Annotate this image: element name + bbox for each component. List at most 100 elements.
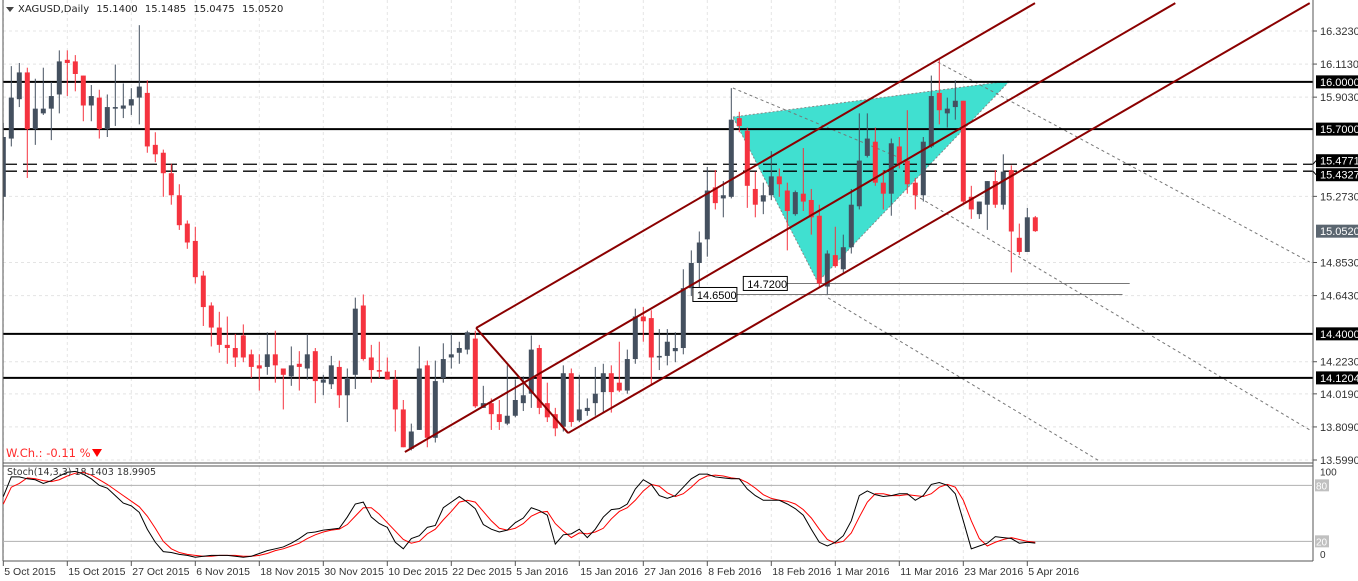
candle-body [608,373,614,393]
level-price-text: 15.7000 [1320,124,1358,136]
harmonic-pattern [732,80,1012,283]
candle [392,370,398,432]
candle [544,382,550,423]
date-label: 15 Oct 2015 [68,566,125,578]
grid [2,0,1313,560]
candle-body [776,176,782,185]
candle [824,250,830,295]
weekly-change-label: W.Ch.: [6,446,43,460]
candle [352,297,358,389]
candle [432,360,438,443]
stochastic-title: Stoch(14,3,3) [7,467,72,478]
candle-body [296,363,302,367]
date-label: 5 Oct 2015 [4,566,56,578]
stochastic-main-value: 18.1403 [74,467,114,478]
candle-body [224,344,230,349]
candle-body [720,195,726,199]
candle-body [672,348,678,352]
candle-body [552,414,558,429]
candle-body [280,368,286,375]
date-label: 23 Mar 2016 [964,566,1023,578]
low-value: 15.0475 [193,4,235,15]
candle [272,330,278,383]
candle-body [984,181,990,205]
collapse-triangle-icon[interactable] [6,6,14,12]
candle-body [304,354,310,369]
candle-body [632,316,638,360]
price-axis-label: 14.8530 [1320,258,1358,270]
candle [936,58,942,125]
candle [160,149,166,197]
candle-body [208,305,214,328]
close-value: 15.0520 [241,4,284,15]
stochastic-label: Stoch(14,3,3) 18.1403 18.9905 [7,467,156,478]
candle [496,399,502,430]
candle [648,310,654,386]
candle [344,368,350,423]
candle-body [488,403,494,415]
date-label: 18 Feb 2016 [772,566,831,578]
candle-body [960,100,966,202]
projection-dotted-line [937,61,1310,263]
candle-body [56,61,62,95]
level-price-box [1316,371,1358,385]
candle [376,341,382,378]
candle [1016,223,1022,256]
date-label: 22 Dec 2015 [452,566,512,578]
candle [32,78,38,145]
candle [136,25,142,125]
date-label: 30 Nov 2015 [324,566,384,578]
candle-body [512,399,518,416]
candle-body [144,92,150,147]
candle-body [1000,171,1006,205]
candle-body [904,160,910,185]
candle-body [712,187,718,204]
candle [40,67,46,115]
candle [856,113,862,210]
date-label: 27 Oct 2015 [132,566,189,578]
candle-body [848,204,854,248]
candle [1032,215,1038,232]
open-value: 15.1400 [96,4,138,15]
candle-body [1016,237,1022,252]
price-axis-label: 13.5990 [1320,455,1358,467]
down-arrow-icon [91,449,102,457]
price-label-box [742,275,788,291]
candle [48,81,54,141]
candle [312,348,318,404]
channel-line [567,2,1311,434]
candle [792,190,798,216]
date-label: 8 Feb 2016 [708,566,761,578]
candle-body [536,348,542,408]
candle [232,333,238,367]
candle-body [768,176,774,196]
candle-body [664,341,670,356]
candle [872,127,878,186]
candle-body [840,247,846,270]
main-pane: 14.7200 14.6500 [3,2,1313,462]
candle [688,250,694,297]
candle-body [816,215,822,284]
candle [360,294,366,361]
candle-body [792,192,798,215]
level-price-text: 16.0000 [1320,77,1358,89]
candle [928,75,934,149]
candle-body [784,190,790,212]
candle-body [184,223,190,243]
candle-body [448,354,454,358]
stochastic-pane [3,470,1313,558]
candle [880,170,886,210]
candle-body [624,359,630,391]
candle-body [88,96,94,106]
candle-body [528,349,534,394]
candle-body [312,351,318,382]
candle [536,344,542,415]
candle [784,182,790,251]
candle-body [704,190,710,240]
candle [584,398,590,416]
candle-body [936,92,942,111]
candle-body [264,354,270,367]
candle-body [752,188,758,205]
candle [960,100,966,204]
